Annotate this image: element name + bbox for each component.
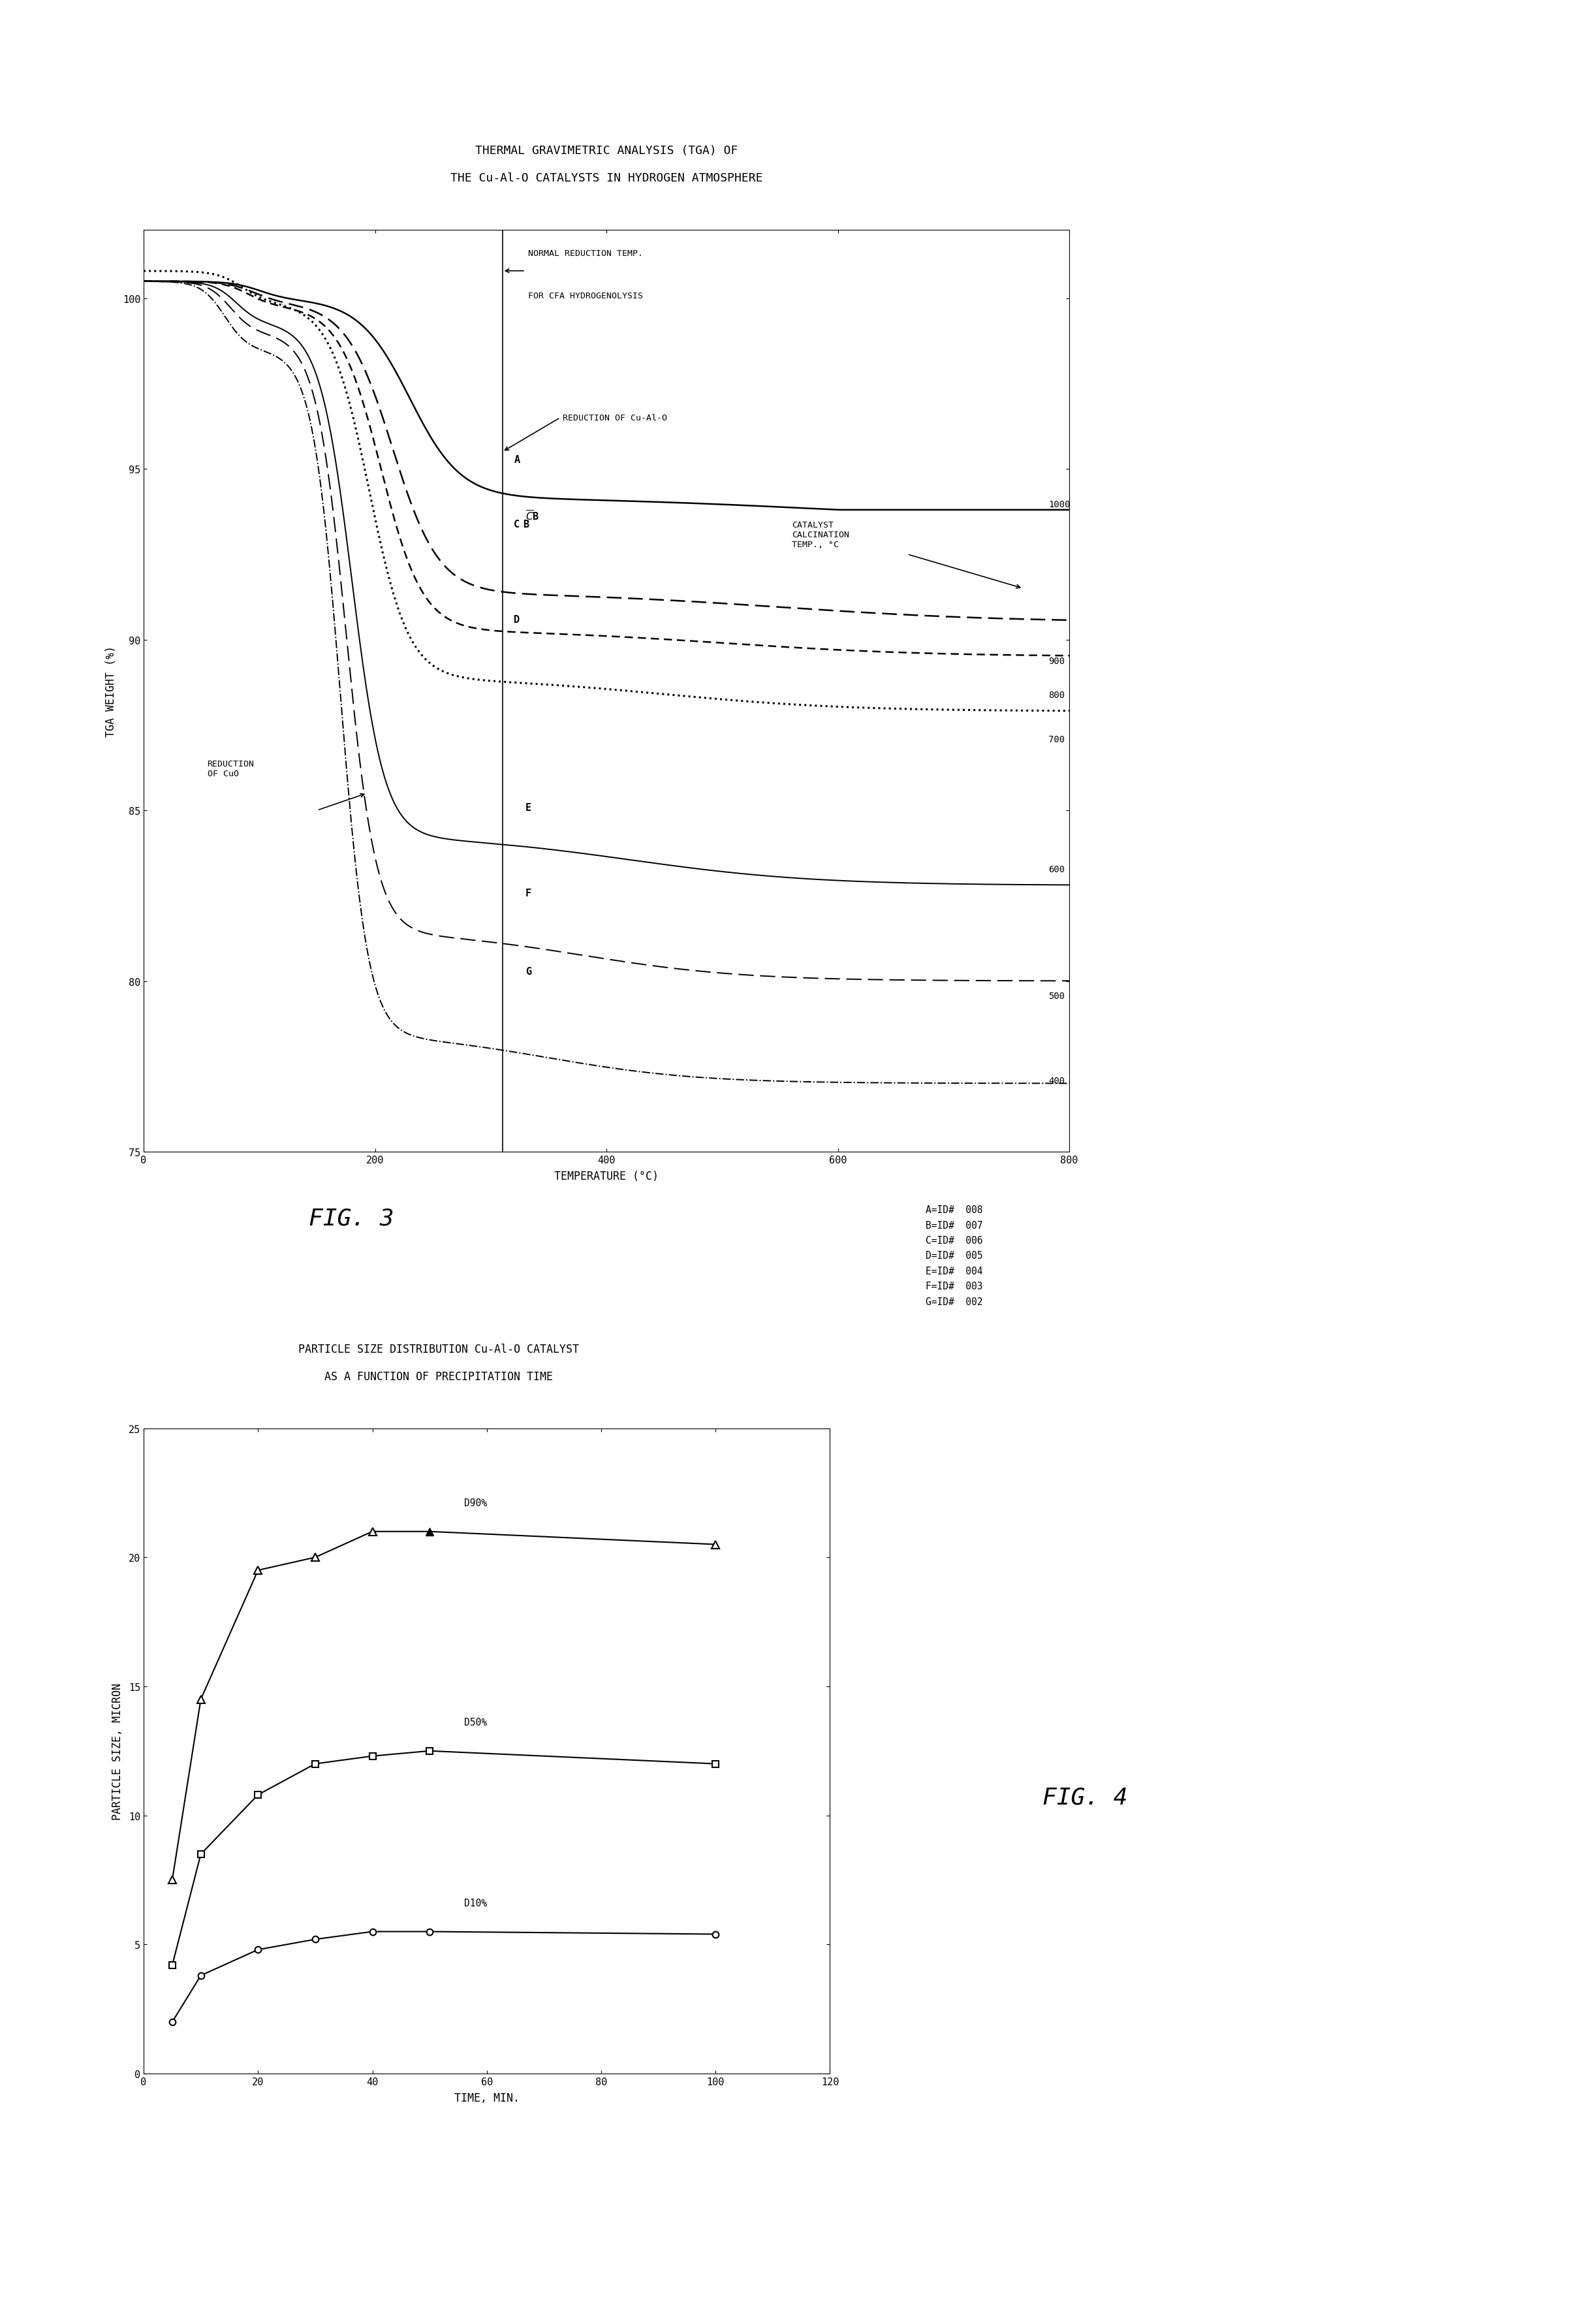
Text: FOR CFA HYDROGENOLYSIS: FOR CFA HYDROGENOLYSIS [528, 293, 643, 300]
Text: PARTICLE SIZE DISTRIBUTION Cu-Al-O CATALYST: PARTICLE SIZE DISTRIBUTION Cu-Al-O CATAL… [298, 1343, 579, 1355]
Text: D: D [514, 615, 520, 624]
Text: B: B [523, 518, 530, 530]
Text: A=ID#  008
B=ID#  007
C=ID#  006
D=ID#  005
E=ID#  004
F=ID#  003
G=ID#  002: A=ID# 008 B=ID# 007 C=ID# 006 D=ID# 005 … [926, 1205, 983, 1306]
X-axis label: TEMPERATURE (°C): TEMPERATURE (°C) [554, 1170, 659, 1182]
Text: 800: 800 [1049, 691, 1065, 700]
Text: G: G [525, 968, 531, 977]
Text: NORMAL REDUCTION TEMP.: NORMAL REDUCTION TEMP. [528, 249, 643, 258]
Y-axis label: PARTICLE SIZE, MICRON: PARTICLE SIZE, MICRON [112, 1682, 123, 1820]
Text: CATALYST
CALCINATION
TEMP., °C: CATALYST CALCINATION TEMP., °C [792, 521, 849, 548]
Text: 1000: 1000 [1049, 500, 1071, 509]
Text: FIG. 3: FIG. 3 [308, 1207, 394, 1230]
Text: 500: 500 [1049, 991, 1065, 1000]
Text: $\overline{C}$B: $\overline{C}$B [525, 509, 539, 523]
Text: AS A FUNCTION OF PRECIPITATION TIME: AS A FUNCTION OF PRECIPITATION TIME [324, 1371, 554, 1382]
X-axis label: TIME, MIN.: TIME, MIN. [455, 2092, 519, 2104]
Text: A: A [514, 454, 520, 465]
Text: D90%: D90% [464, 1498, 487, 1507]
Text: 700: 700 [1049, 735, 1065, 744]
Text: C: C [514, 518, 520, 530]
Text: 400: 400 [1049, 1076, 1065, 1085]
Text: F: F [525, 887, 531, 899]
Text: 600: 600 [1049, 864, 1065, 873]
Text: THERMAL GRAVIMETRIC ANALYSIS (TGA) OF: THERMAL GRAVIMETRIC ANALYSIS (TGA) OF [476, 145, 737, 157]
Y-axis label: TGA WEIGHT (%): TGA WEIGHT (%) [105, 645, 117, 737]
Text: THE Cu-Al-O CATALYSTS IN HYDROGEN ATMOSPHERE: THE Cu-Al-O CATALYSTS IN HYDROGEN ATMOSP… [450, 173, 763, 184]
Text: 900: 900 [1049, 657, 1065, 666]
Text: D10%: D10% [464, 1898, 487, 1908]
Text: REDUCTION OF Cu-Al-O: REDUCTION OF Cu-Al-O [562, 415, 667, 422]
Text: E: E [525, 802, 531, 813]
Text: FIG. 4: FIG. 4 [1042, 1786, 1128, 1809]
Text: REDUCTION
OF CuO: REDUCTION OF CuO [207, 760, 254, 779]
Text: D50%: D50% [464, 1716, 487, 1728]
